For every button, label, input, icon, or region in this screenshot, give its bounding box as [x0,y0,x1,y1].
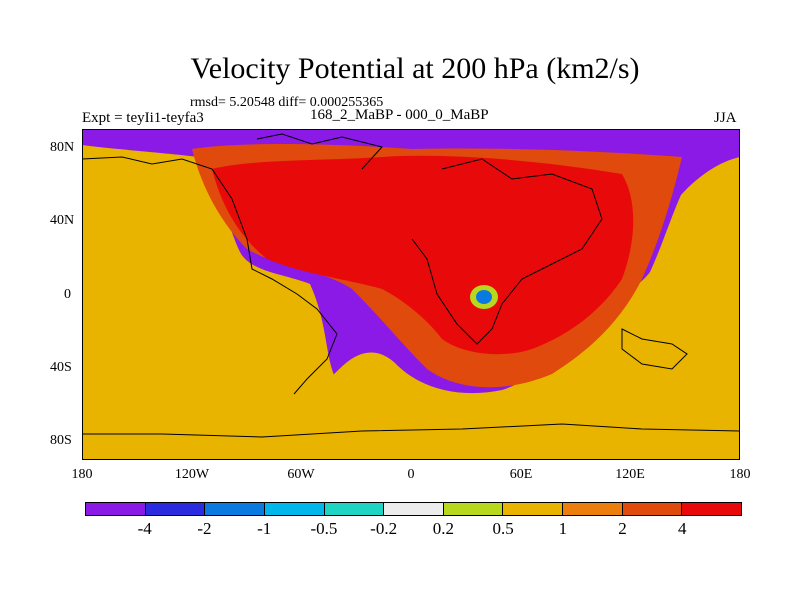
colorbar-tick-label: 4 [678,519,687,538]
colorbar-tick-label: 0.2 [432,519,454,538]
colorbar-tick-label: 2 [618,519,627,538]
colorbar-tick-label: -0.5 [310,519,338,538]
colorbar-tick-label: -4 [137,519,152,538]
lat-tick-label: 40S [50,360,72,375]
lon-tick-label: 120W [174,467,210,482]
colorbar-swatch [622,503,683,515]
colorbar-swatch [145,503,206,515]
season-label: JJA [714,110,737,126]
lon-tick-label: 0 [407,467,415,482]
colorbar-tick-label: 0.5 [492,519,514,538]
colorbar-swatch [264,503,325,515]
lat-tick-label: 40N [50,213,75,228]
colorbar-swatch [324,503,385,515]
contour-band-plus0-5 [82,145,740,460]
colorbar-tick-label: 1 [558,519,568,538]
contour-band-plus4 [212,155,634,355]
stats-text: rmsd= 5.20548 diff= 0.000255365 [190,95,384,110]
colorbar-swatch [443,503,504,515]
colorbar-swatch [563,503,623,515]
map-plot [82,129,740,460]
experiment-label: Expt = teyIi1-teyfa3 [82,110,204,126]
lat-tick-label: 80S [50,433,72,448]
lon-tick-label: 120E [615,467,645,482]
plot-frame [82,129,740,460]
negative-centre-core [476,290,492,304]
colorbar-tick-label: -0.2 [370,519,398,538]
colorbar-tick-label: -2 [197,519,212,538]
colorbar-swatch [205,503,265,515]
coastlines [82,133,740,438]
colorbar-swatch [86,503,146,515]
colorbar-tick-label: -1 [257,519,272,538]
lon-tick-label: 180 [71,467,93,482]
colorbar-swatch [503,503,564,515]
colorbar-swatch [384,503,444,515]
lat-tick-label: 80N [50,140,75,155]
map-field [82,129,740,460]
lat-tick-label: 0 [64,287,71,302]
lon-tick-label: 60E [509,467,533,482]
period-label: 168_2_MaBP - 000_0_MaBP [310,107,489,123]
chart-title: Velocity Potential at 200 hPa (km2/s) [190,52,640,85]
colorbar-swatch [682,503,742,515]
colorbar [85,502,742,516]
lon-tick-label: 180 [729,467,751,482]
lon-tick-label: 60W [287,467,315,482]
